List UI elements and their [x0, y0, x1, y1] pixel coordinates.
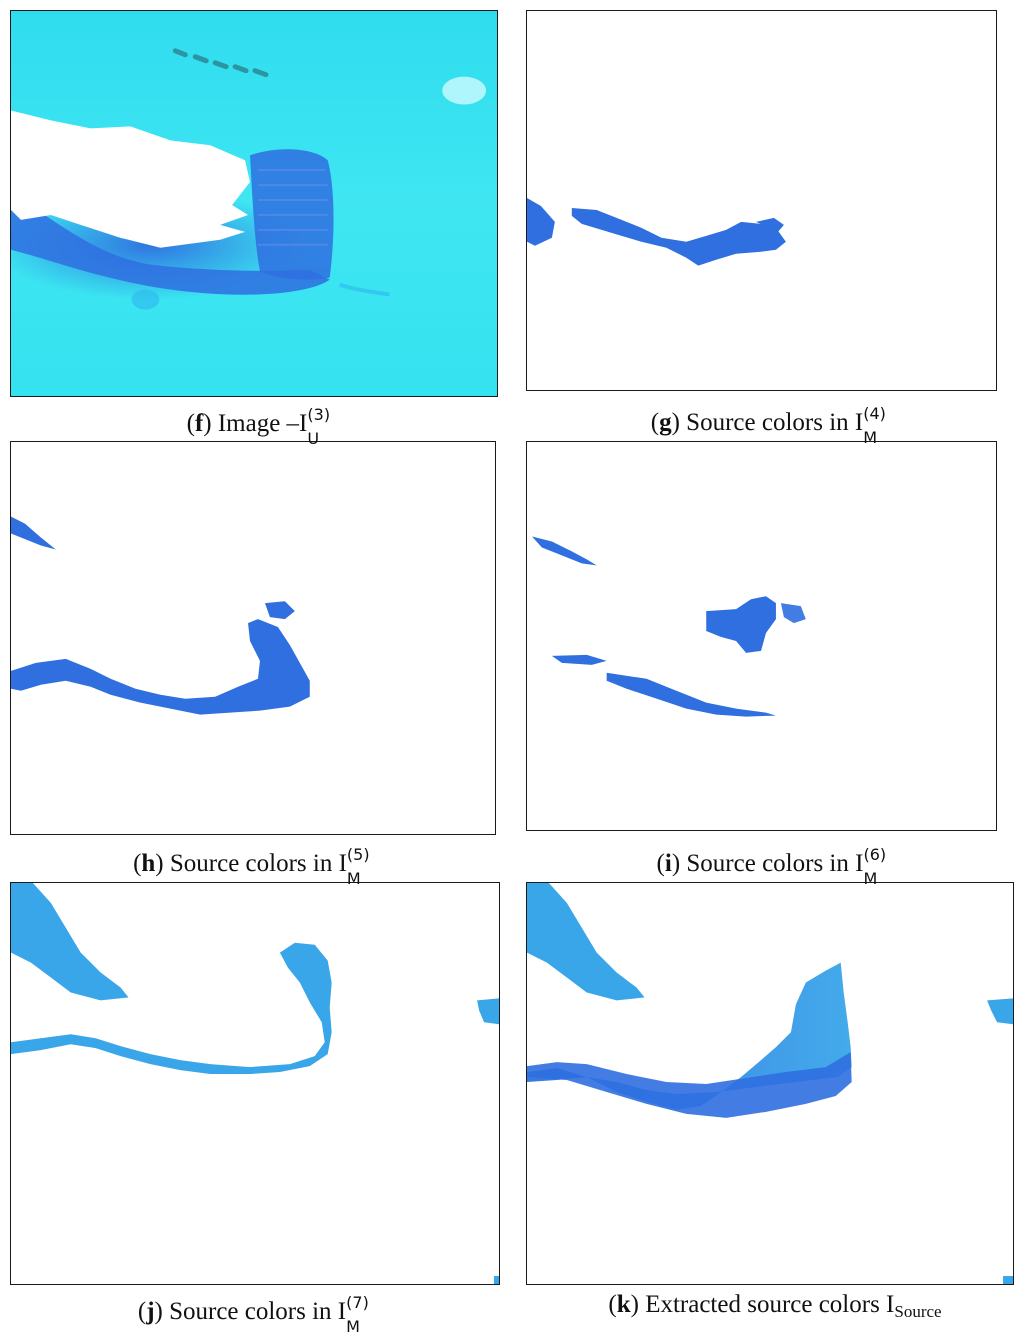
caption-text: Source colors in I — [162, 1298, 347, 1325]
panel-k-extracted-source-colors — [526, 882, 1014, 1285]
caption-f: (f) Image –I (3) U — [150, 405, 370, 448]
caption-letter: k — [616, 1291, 631, 1318]
caption-j: (j) Source colors in I (7) M — [120, 1293, 390, 1336]
panel-i-source-colors — [526, 441, 997, 831]
caption-superscript: (5) — [346, 845, 370, 864]
caption-superscript: (6) — [863, 845, 887, 864]
caption-math: (3) U — [307, 405, 333, 448]
caption-letter: g — [659, 409, 672, 436]
caption-text: Image –I — [211, 410, 308, 437]
source-colors-map — [531, 536, 806, 717]
caption-letter: j — [146, 1298, 155, 1325]
caption-g: (g) Source colors in I (4) M — [635, 404, 905, 447]
panel-h-source-colors — [10, 441, 496, 835]
caption-text: Extracted source colors I — [638, 1291, 895, 1318]
caption-superscript: (7) — [346, 1293, 369, 1312]
caption-text: Source colors in I — [680, 850, 864, 877]
source-colors-map — [527, 198, 786, 266]
underwater-image — [11, 11, 497, 396]
caption-k: (k) Extracted source colors ISource — [608, 1291, 942, 1321]
source-colors-map — [11, 883, 499, 1284]
caption-h: (h) Source colors in I (5) M — [118, 845, 388, 888]
caption-letter: f — [194, 410, 204, 437]
caption-i: (i) Source colors in I (6) M — [638, 845, 908, 888]
caption-subscript: M — [346, 869, 361, 888]
caption-math: (7) M — [346, 1293, 372, 1336]
caption-letter: h — [141, 850, 156, 877]
panel-j-source-colors — [10, 882, 500, 1285]
caption-subscript: M — [863, 428, 878, 447]
caption-math: (5) M — [347, 845, 373, 888]
panel-g-source-colors — [526, 10, 997, 391]
caption-letter: i — [664, 850, 672, 877]
source-colors-map — [11, 516, 310, 715]
panel-f-image — [10, 10, 498, 397]
caption-subscript: Source — [894, 1302, 942, 1321]
caption-superscript: (3) — [307, 405, 331, 424]
caption-text: Source colors in I — [163, 850, 347, 877]
caption-math: (6) M — [863, 845, 889, 888]
caption-math: (4) M — [863, 404, 889, 447]
caption-superscript: (4) — [863, 404, 886, 423]
source-colors-map — [527, 883, 1013, 1284]
caption-subscript: U — [307, 429, 320, 448]
caption-text: Source colors in I — [679, 409, 864, 436]
caption-subscript: M — [346, 1317, 360, 1336]
caption-subscript: M — [863, 869, 878, 888]
